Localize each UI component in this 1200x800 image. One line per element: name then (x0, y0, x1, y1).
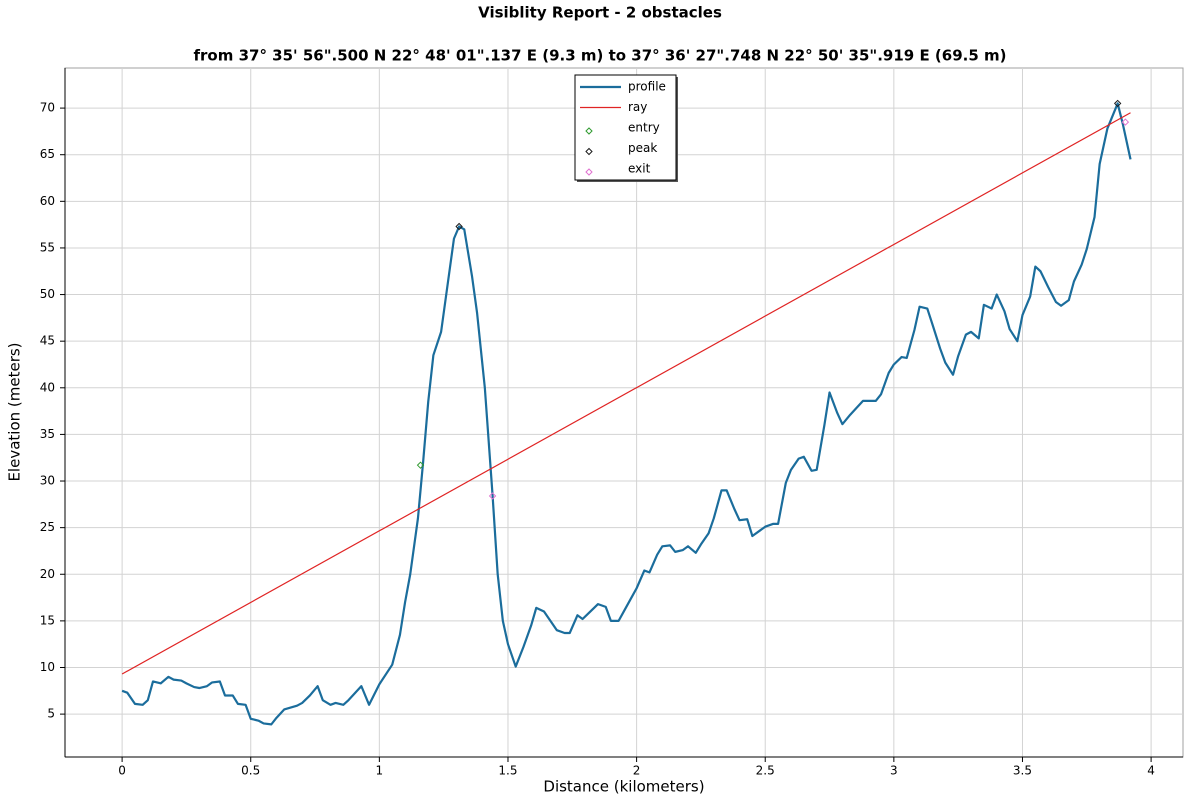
legend-label: profile (628, 80, 666, 94)
chart-subtitle: from 37° 35' 56".500 N 22° 48' 01".137 E… (193, 47, 1006, 65)
y-axis-label: Elevation (meters) (6, 342, 24, 481)
legend: profile ray entry peak exit (574, 74, 678, 182)
y-tick-label: 65 (40, 147, 55, 161)
legend-label: exit (628, 162, 651, 176)
y-tick-label: 35 (40, 427, 55, 441)
exit-marker (1121, 118, 1130, 126)
x-tick-label: 0 (118, 764, 126, 778)
ray-line (121, 112, 1131, 675)
y-tick-label: 45 (40, 334, 55, 348)
y-tick-label: 5 (47, 707, 55, 721)
legend-swatch (585, 147, 593, 156)
x-tick-label: 2 (633, 764, 641, 778)
peak-marker (455, 222, 463, 231)
x-tick-label: 1 (376, 764, 384, 778)
profile-line (121, 102, 1132, 726)
plot-area (64, 67, 1184, 758)
y-tick-label: 10 (40, 660, 55, 674)
y-tick-label: 40 (40, 380, 55, 394)
x-tick-label: 0.5 (241, 764, 260, 778)
x-axis-label: Distance (kilometers) (543, 778, 704, 796)
x-tick-label: 2.5 (756, 764, 775, 778)
y-tick-label: 15 (40, 613, 55, 627)
y-tick-label: 70 (40, 101, 55, 115)
x-tick-label: 3.5 (1013, 764, 1032, 778)
y-tick-label: 55 (40, 240, 55, 254)
y-tick-label: 60 (40, 194, 55, 208)
y-tick-label: 20 (40, 567, 55, 581)
legend-label: peak (628, 141, 657, 155)
exit-marker (488, 492, 497, 500)
x-tick-label: 1.5 (498, 764, 517, 778)
x-tick-label: 3 (890, 764, 898, 778)
entry-marker (416, 461, 425, 469)
chart-title: Visiblity Report - 2 obstacles (478, 4, 722, 22)
legend-swatch (585, 127, 593, 135)
peak-marker (1113, 99, 1122, 108)
legend-swatch (585, 168, 593, 176)
y-tick-label: 50 (40, 287, 55, 301)
legend-label: entry (628, 121, 660, 135)
legend-label: ray (628, 100, 647, 114)
legend-box (574, 74, 677, 181)
y-tick-label: 30 (40, 474, 55, 488)
x-tick-label: 4 (1147, 764, 1155, 778)
y-tick-label: 25 (40, 520, 55, 534)
